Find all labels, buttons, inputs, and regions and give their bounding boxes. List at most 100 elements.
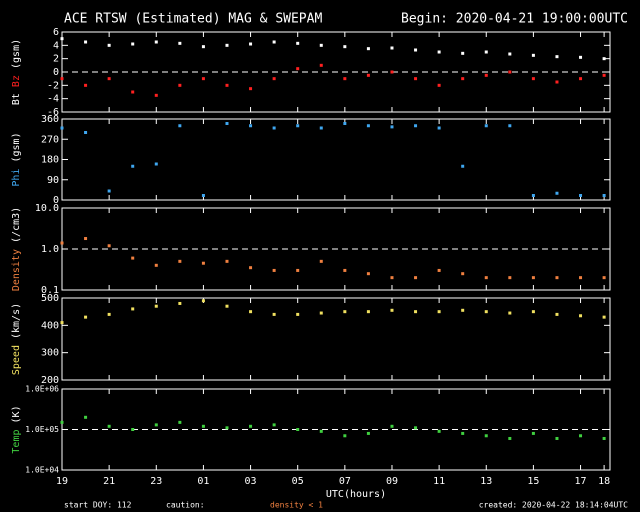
point — [579, 276, 583, 280]
point — [225, 426, 229, 430]
point — [296, 67, 300, 71]
point — [508, 276, 512, 280]
x-tick-label: 13 — [480, 476, 492, 487]
point — [296, 41, 300, 45]
point — [319, 43, 323, 47]
point — [296, 124, 300, 128]
start-doy: start DOY: 112 — [64, 501, 132, 510]
y-tick-label: 90 — [47, 175, 59, 186]
x-tick-label: 15 — [527, 476, 539, 487]
point — [154, 423, 158, 427]
point — [60, 321, 64, 325]
point — [555, 276, 559, 280]
point — [201, 424, 205, 428]
point — [249, 87, 253, 91]
x-tick-label: 17 — [575, 476, 587, 487]
y-axis-label: Bt Bz (gsm) — [11, 39, 22, 105]
point — [178, 259, 182, 263]
point — [84, 237, 88, 241]
point — [461, 308, 465, 312]
point — [296, 268, 300, 272]
point — [319, 259, 323, 263]
point — [225, 304, 229, 308]
y-tick-label: 1.0E+04 — [25, 466, 59, 475]
point — [225, 122, 229, 125]
point — [437, 50, 441, 54]
caution: caution: — [166, 501, 205, 510]
point — [178, 41, 182, 45]
point — [414, 48, 418, 52]
x-tick-label: 05 — [292, 476, 304, 487]
y-tick-label: 180 — [41, 155, 59, 166]
point — [602, 194, 606, 197]
point — [60, 77, 64, 81]
point — [319, 126, 323, 130]
point — [390, 276, 394, 280]
point — [555, 312, 559, 316]
point — [531, 310, 535, 314]
y-tick-label: 10.0 — [35, 203, 59, 214]
point — [272, 268, 276, 272]
point — [272, 312, 276, 316]
point — [225, 83, 229, 87]
point — [343, 122, 347, 125]
point — [107, 189, 111, 193]
point — [249, 266, 253, 270]
x-axis-label: UTC(hours) — [326, 489, 386, 500]
point — [366, 272, 370, 276]
point — [201, 194, 205, 197]
y-tick-label: 6 — [53, 27, 59, 38]
y-tick-label: 1.0E+05 — [25, 425, 59, 434]
point — [84, 131, 88, 134]
y-tick-label: 0.1 — [41, 285, 59, 296]
point — [178, 83, 182, 87]
point — [107, 77, 111, 81]
point — [508, 436, 512, 440]
point — [602, 276, 606, 280]
x-tick-label: 18 — [598, 476, 610, 487]
point — [508, 124, 512, 128]
point — [60, 126, 64, 130]
point — [531, 276, 535, 280]
series-name: Bt — [11, 93, 22, 105]
point — [602, 57, 606, 61]
unit: (gsm) — [11, 132, 22, 162]
y-tick-label: 400 — [41, 320, 59, 331]
point — [154, 93, 158, 97]
point — [107, 244, 111, 248]
point — [484, 73, 488, 77]
y-axis-label: Density (/cm3) — [11, 207, 22, 291]
point — [178, 420, 182, 424]
point — [508, 52, 512, 56]
point — [414, 276, 418, 280]
point — [531, 53, 535, 57]
point — [579, 55, 583, 59]
point — [437, 126, 441, 130]
point — [131, 256, 135, 260]
point — [461, 431, 465, 435]
point — [343, 77, 347, 81]
point — [272, 77, 276, 81]
point — [60, 37, 64, 41]
unit: (km/s) — [11, 303, 22, 339]
y-tick-label: -6 — [47, 107, 59, 118]
y-tick-label: 1.0E+06 — [25, 385, 59, 394]
y-tick-label: 0 — [53, 195, 59, 206]
y-tick-label: 0 — [53, 67, 59, 78]
point — [131, 164, 135, 168]
point — [201, 45, 205, 49]
point — [531, 77, 535, 81]
point — [319, 63, 323, 67]
x-tick-label: 21 — [103, 476, 115, 487]
series-name: Speed — [11, 345, 22, 375]
series-name: Density — [11, 249, 22, 291]
point — [437, 429, 441, 433]
point — [579, 434, 583, 438]
point — [343, 310, 347, 314]
point — [414, 124, 418, 128]
created: created: 2020-04-22 18:14:04UTC — [479, 501, 628, 510]
point — [390, 125, 394, 129]
x-tick-label: 03 — [245, 476, 257, 487]
point — [484, 50, 488, 54]
